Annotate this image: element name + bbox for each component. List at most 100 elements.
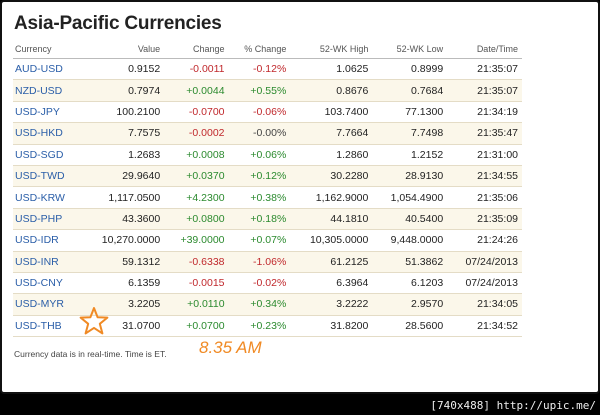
low-cell: 7.7498 — [372, 122, 448, 145]
pct-change-cell: +0.12% — [228, 165, 291, 188]
high-cell: 103.7400 — [290, 101, 373, 124]
time-annotation: 8.35 AM — [199, 338, 262, 357]
datetime-cell: 21:34:55 — [447, 165, 522, 188]
change-cell: +0.0700 — [164, 315, 229, 338]
value-cell: 7.7575 — [82, 122, 165, 145]
datetime-cell: 21:34:52 — [447, 315, 522, 338]
currency-link[interactable]: USD-HKD — [13, 122, 83, 145]
datetime-cell: 21:34:05 — [447, 293, 522, 316]
low-cell: 40.5400 — [372, 208, 448, 231]
value-cell: 59.1312 — [82, 251, 165, 273]
datetime-cell: 21:34:19 — [447, 101, 522, 124]
high-cell: 31.8200 — [290, 315, 373, 338]
pct-change-cell: +0.07% — [228, 229, 291, 252]
table-row: USD-KRW 1,117.0500 +4.2300 +0.38% 1,162.9000… — [13, 186, 522, 209]
pct-change-cell: +0.18% — [228, 208, 291, 231]
high-cell: 1.0625 — [290, 58, 373, 81]
image-host-watermark: [740x488] http://upic.me/ — [430, 399, 596, 412]
pct-change-cell: +0.23% — [228, 315, 291, 338]
table-row: USD-HKD 7.7575 -0.0002 -0.00% 7.7664 7.7498 21… — [13, 122, 522, 145]
value-cell: 29.9640 — [82, 165, 165, 188]
pct-change-cell: -1.06% — [228, 251, 291, 273]
change-cell: +0.0044 — [164, 79, 229, 102]
table-row: USD-JPY 100.2100 -0.0700 -0.06% 103.7400 77.1… — [13, 101, 522, 124]
low-cell: 1.2152 — [372, 144, 448, 166]
currency-link[interactable]: USD-KRW — [13, 186, 83, 209]
low-cell: 28.5600 — [372, 315, 448, 338]
currency-link[interactable]: USD-CNY — [13, 272, 83, 295]
value-cell: 1.2683 — [82, 144, 165, 166]
change-cell: +0.0110 — [164, 293, 229, 316]
currency-link[interactable]: USD-JPY — [13, 101, 83, 124]
pct-change-cell: +0.34% — [228, 293, 291, 316]
high-cell: 30.2280 — [290, 165, 373, 188]
currency-link[interactable]: USD-INR — [13, 251, 83, 273]
table-row: USD-INR 59.1312 -0.6338 -1.06% 61.2125 51.386… — [13, 251, 522, 273]
high-cell: 61.2125 — [290, 251, 373, 273]
table-row: USD-MYR 3.2205 +0.0110 +0.34% 3.2222 2.9570 21… — [13, 293, 522, 316]
pct-change-cell: +0.06% — [228, 144, 291, 166]
high-cell: 6.3964 — [290, 272, 373, 295]
datetime-cell: 21:31:00 — [447, 144, 522, 166]
currency-link[interactable]: USD-MYR — [13, 293, 83, 316]
value-cell: 10,270.0000 — [82, 229, 165, 252]
content-panel: Asia-Pacific Currencies Currency Value C… — [0, 0, 600, 394]
datetime-cell: 07/24/2013 — [447, 251, 522, 273]
column-header-value: Value — [82, 40, 165, 59]
table-row: USD-IDR 10,270.0000 +39.0000 +0.07% 10,305.0… — [13, 229, 522, 252]
column-header-pct-change: % Change — [228, 40, 291, 59]
table-row: USD-THB 31.0700 +0.0700 +0.23% 31.8200 28.560… — [13, 315, 522, 338]
datetime-cell: 21:35:07 — [447, 79, 522, 102]
column-header-52wk-high: 52-WK High — [290, 40, 373, 59]
pct-change-cell: -0.02% — [228, 272, 291, 295]
low-cell: 28.9130 — [372, 165, 448, 188]
change-cell: -0.0002 — [164, 122, 229, 145]
table-row: USD-TWD 29.9640 +0.0370 +0.12% 30.2280 28.913… — [13, 165, 522, 188]
pct-change-cell: -0.00% — [228, 122, 291, 145]
column-header-change: Change — [164, 40, 229, 59]
value-cell: 3.2205 — [82, 293, 165, 316]
low-cell: 9,448.0000 — [372, 229, 448, 252]
table-row: NZD-USD 0.7974 +0.0044 +0.55% 0.8676 0.7684 21… — [13, 79, 522, 102]
value-cell: 1,117.0500 — [82, 186, 165, 209]
pct-change-cell: +0.38% — [228, 186, 291, 209]
datetime-cell: 21:24:26 — [447, 229, 522, 252]
change-cell: -0.6338 — [164, 251, 229, 273]
currency-table: Currency Value Change % Change 52-WK Hig… — [13, 40, 522, 338]
currency-link[interactable]: USD-PHP — [13, 208, 83, 231]
low-cell: 1,054.4900 — [372, 186, 448, 209]
currency-link[interactable]: NZD-USD — [13, 79, 83, 102]
currency-link[interactable]: AUD-USD — [13, 58, 83, 81]
datetime-cell: 21:35:07 — [447, 58, 522, 81]
pct-change-cell: -0.12% — [228, 58, 291, 81]
low-cell: 2.9570 — [372, 293, 448, 316]
column-header-52wk-low: 52-WK Low — [372, 40, 448, 59]
change-cell: -0.0700 — [164, 101, 229, 124]
value-cell: 0.7974 — [82, 79, 165, 102]
low-cell: 0.8999 — [372, 58, 448, 81]
currency-link[interactable]: USD-SGD — [13, 144, 83, 166]
high-cell: 44.1810 — [290, 208, 373, 231]
currency-link[interactable]: USD-THB — [13, 315, 83, 338]
change-cell: -0.0011 — [164, 58, 229, 81]
datetime-cell: 07/24/2013 — [447, 272, 522, 295]
currency-link[interactable]: USD-IDR — [13, 229, 83, 252]
low-cell: 77.1300 — [372, 101, 448, 124]
footnote: Currency data is in real-time. Time is E… — [14, 349, 167, 359]
pct-change-cell: -0.06% — [228, 101, 291, 124]
table-header-row: Currency Value Change % Change 52-WK Hig… — [13, 40, 522, 59]
change-cell: +0.0800 — [164, 208, 229, 231]
high-cell: 10,305.0000 — [290, 229, 373, 252]
change-cell: +4.2300 — [164, 186, 229, 209]
currency-link[interactable]: USD-TWD — [13, 165, 83, 188]
table-row: USD-SGD 1.2683 +0.0008 +0.06% 1.2860 1.2152 21… — [13, 144, 522, 166]
high-cell: 1,162.9000 — [290, 186, 373, 209]
high-cell: 7.7664 — [290, 122, 373, 145]
page-title: Asia-Pacific Currencies — [14, 13, 222, 34]
high-cell: 1.2860 — [290, 144, 373, 166]
datetime-cell: 21:35:06 — [447, 186, 522, 209]
table-row: AUD-USD 0.9152 -0.0011 -0.12% 1.0625 0.8999 21… — [13, 58, 522, 81]
star-icon — [79, 307, 109, 335]
column-header-currency: Currency — [13, 40, 83, 59]
low-cell: 6.1203 — [372, 272, 448, 295]
